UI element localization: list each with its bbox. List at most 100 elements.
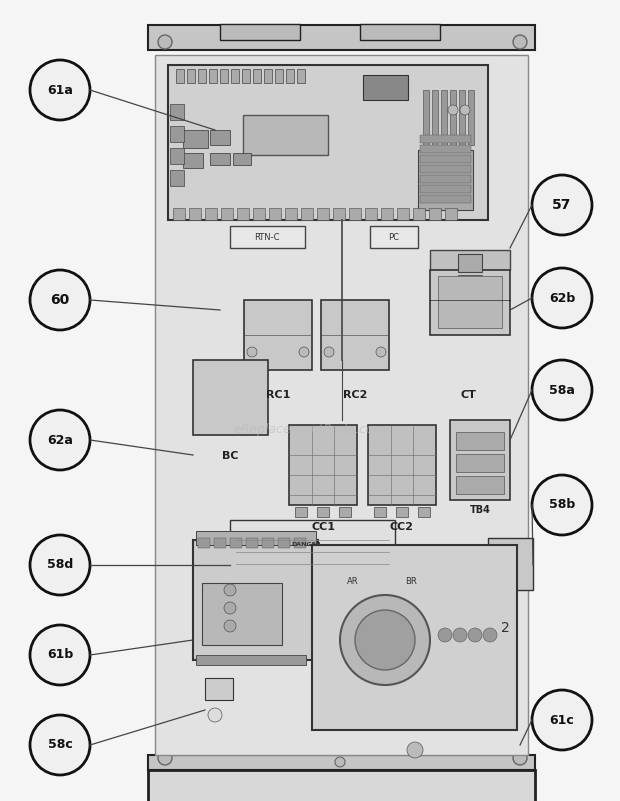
Bar — [202, 583, 282, 645]
Text: 58d: 58d — [47, 558, 73, 571]
Circle shape — [340, 595, 430, 685]
Text: 62b: 62b — [549, 292, 575, 304]
Bar — [339, 507, 351, 517]
Circle shape — [532, 690, 592, 750]
Bar — [459, 90, 465, 145]
Bar — [196, 531, 316, 545]
Bar — [173, 208, 185, 220]
Bar — [458, 254, 482, 272]
Bar — [187, 69, 195, 83]
Bar — [243, 115, 328, 155]
Bar — [374, 451, 386, 461]
Text: eReplacementParts.com: eReplacementParts.com — [234, 424, 386, 437]
Bar — [286, 311, 292, 317]
Text: 62a: 62a — [47, 433, 73, 446]
Bar — [328, 572, 378, 590]
Bar — [468, 90, 474, 145]
Bar — [205, 678, 233, 700]
Circle shape — [532, 475, 592, 535]
Bar — [155, 55, 528, 755]
Bar — [193, 360, 268, 435]
Bar — [396, 451, 408, 461]
Text: 58b: 58b — [549, 498, 575, 512]
Circle shape — [224, 602, 236, 614]
Bar — [264, 311, 270, 317]
Bar — [456, 476, 504, 494]
Text: RC2: RC2 — [343, 390, 367, 400]
Bar — [333, 208, 345, 220]
Circle shape — [224, 584, 236, 596]
Text: 2: 2 — [500, 621, 510, 635]
Bar — [396, 507, 408, 517]
Text: CT: CT — [460, 390, 476, 400]
Bar — [329, 311, 335, 317]
Bar — [438, 276, 502, 328]
Bar — [244, 300, 312, 370]
Bar — [237, 208, 249, 220]
Bar — [220, 69, 228, 83]
Text: 58a: 58a — [549, 384, 575, 396]
Circle shape — [407, 742, 423, 758]
Bar — [198, 538, 210, 548]
Text: BR: BR — [405, 577, 417, 586]
Circle shape — [224, 620, 236, 632]
Text: RTN-C: RTN-C — [254, 232, 280, 241]
Bar — [420, 145, 471, 153]
Bar — [233, 153, 251, 165]
Bar — [429, 208, 441, 220]
Bar — [230, 520, 395, 565]
Circle shape — [324, 347, 334, 357]
Bar — [488, 538, 533, 590]
Bar — [381, 208, 393, 220]
Text: PC: PC — [389, 232, 399, 241]
Bar — [456, 454, 504, 472]
Bar — [418, 150, 473, 210]
Bar — [289, 425, 357, 505]
Bar — [432, 90, 438, 145]
Circle shape — [448, 105, 458, 115]
Bar — [285, 208, 297, 220]
Bar — [430, 250, 510, 270]
Bar — [420, 175, 471, 183]
Bar — [253, 69, 261, 83]
Bar — [420, 155, 471, 163]
Circle shape — [513, 751, 527, 765]
Circle shape — [376, 347, 386, 357]
Bar — [269, 208, 281, 220]
Text: 61c: 61c — [549, 714, 574, 727]
Circle shape — [355, 610, 415, 670]
Bar — [339, 439, 351, 449]
Circle shape — [158, 751, 172, 765]
Bar — [420, 165, 471, 173]
Bar — [295, 439, 307, 449]
Circle shape — [158, 35, 172, 49]
Bar — [148, 25, 535, 50]
Bar — [396, 439, 408, 449]
Circle shape — [453, 628, 467, 642]
Text: RC1: RC1 — [266, 390, 290, 400]
Circle shape — [532, 268, 592, 328]
Bar — [176, 69, 184, 83]
Bar — [253, 208, 265, 220]
Bar — [317, 208, 329, 220]
Bar — [386, 572, 436, 590]
Bar — [242, 69, 250, 83]
Bar — [249, 309, 273, 323]
Circle shape — [30, 535, 90, 595]
Circle shape — [468, 628, 482, 642]
Circle shape — [30, 625, 90, 685]
Bar — [170, 148, 184, 164]
Bar — [294, 538, 306, 548]
Text: TB4: TB4 — [469, 505, 490, 515]
Circle shape — [513, 35, 527, 49]
Bar — [168, 65, 488, 220]
Circle shape — [247, 347, 257, 357]
Bar — [183, 130, 208, 148]
Text: BC: BC — [222, 451, 238, 461]
Bar — [368, 425, 436, 505]
Circle shape — [532, 175, 592, 235]
Bar — [418, 451, 430, 461]
Circle shape — [30, 60, 90, 120]
Bar — [297, 69, 305, 83]
Bar — [209, 69, 217, 83]
